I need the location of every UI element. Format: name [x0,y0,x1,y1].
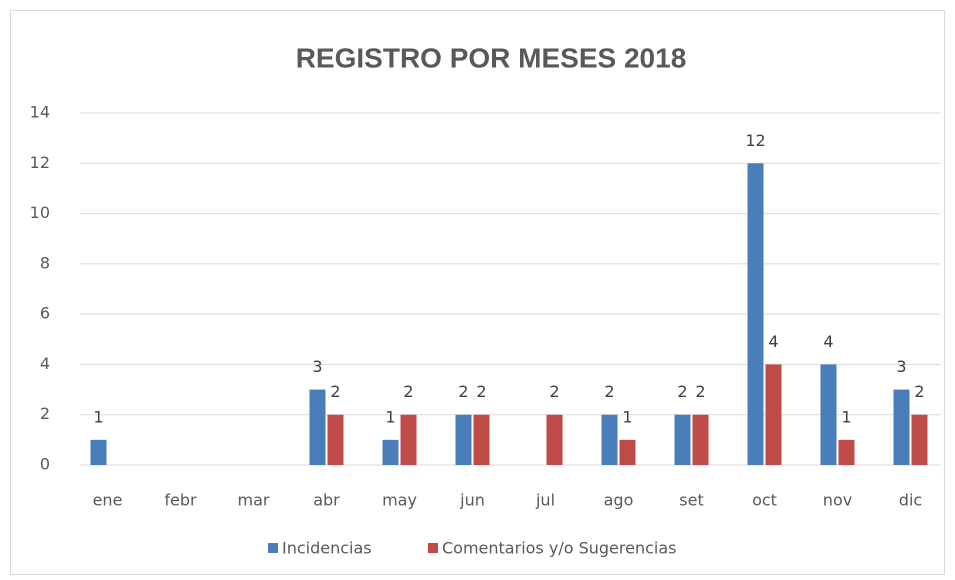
x-tick-label: set [679,491,703,510]
data-label: 4 [823,332,833,351]
x-tick-label: mar [238,491,270,510]
x-tick-label: abr [313,491,340,510]
y-tick-label: 10 [30,203,50,222]
bar [473,414,490,465]
bar [382,439,399,465]
data-label: 3 [896,357,906,376]
data-label: 2 [604,382,614,401]
x-tick-label: ene [93,491,123,510]
data-label: 1 [385,407,395,426]
y-tick-label: 6 [40,304,50,323]
data-label: 4 [768,332,778,351]
x-tick-label: dic [899,491,922,510]
legend-swatch [268,543,278,553]
bar [546,414,563,465]
bar [455,414,472,465]
data-label: 12 [745,131,765,150]
bar [747,163,764,466]
data-label: 2 [476,382,486,401]
chart-title: REGISTRO POR MESES 2018 [296,42,687,73]
bar [820,364,837,465]
x-tick-label: may [382,491,417,510]
bar [400,414,417,465]
data-label: 2 [458,382,468,401]
x-tick-label: ago [604,491,634,510]
y-tick-label: 0 [40,455,50,474]
chart-border [10,10,945,575]
y-tick-label: 4 [40,354,50,373]
y-tick-label: 12 [30,153,50,172]
bar [765,364,782,465]
bar [838,439,855,465]
data-label: 1 [93,407,103,426]
bar [674,414,691,465]
bar [327,414,344,465]
data-label: 1 [622,407,632,426]
y-tick-label: 8 [40,253,50,272]
bar [893,389,910,465]
y-tick-label: 2 [40,404,50,423]
x-tick-label: febr [164,491,197,510]
x-tick-label: oct [752,491,777,510]
bar [90,439,107,465]
data-label: 2 [677,382,687,401]
bar [692,414,709,465]
legend-label: Incidencias [282,539,372,558]
bar [911,414,928,465]
data-label: 2 [330,382,340,401]
y-tick-label: 14 [30,103,50,122]
data-label: 1 [841,407,851,426]
bar [309,389,326,465]
bar [619,439,636,465]
bar [601,414,618,465]
x-tick-label: jul [535,491,555,510]
data-label: 2 [403,382,413,401]
data-label: 2 [914,382,924,401]
x-tick-label: jun [459,491,485,510]
legend-swatch [428,543,438,553]
x-tick-label: nov [823,491,852,510]
data-label: 2 [549,382,559,401]
data-label: 2 [695,382,705,401]
legend-label: Comentarios y/o Sugerencias [442,539,676,558]
data-label: 3 [312,357,322,376]
